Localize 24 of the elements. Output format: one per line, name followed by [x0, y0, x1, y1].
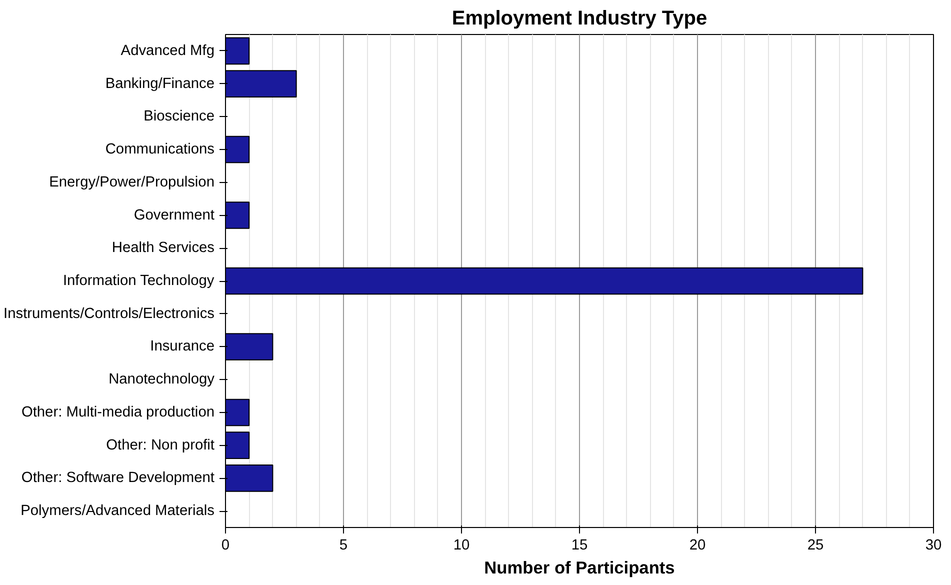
y-tick-label: Polymers/Advanced Materials [20, 503, 215, 520]
x-tick-label: 0 [221, 538, 230, 554]
chart-title: Employment Industry Type [452, 8, 708, 30]
y-tick-label: Advanced Mfg [120, 42, 215, 59]
x-tick-label: 5 [339, 538, 348, 554]
y-tick-label: Health Services [112, 240, 215, 256]
y-tick-label: Nanotechnology [108, 372, 216, 388]
y-tick-label: Communications [105, 142, 215, 158]
y-tick-label: Information Technology [62, 273, 215, 289]
y-tick-label: Instruments/Controls/Electronics [4, 306, 215, 322]
x-tick-label: 20 [689, 538, 706, 554]
x-tick-label: 25 [807, 538, 824, 554]
x-tick-label: 30 [925, 538, 942, 554]
x-tick-label: 10 [453, 538, 470, 554]
x-tick-label: 15 [571, 538, 588, 554]
y-tick-label: Insurance [150, 338, 215, 355]
y-tick-label: Other: Non profit [106, 437, 215, 454]
y-tick-label: Banking/Finance [105, 76, 215, 92]
y-tick-label: Bioscience [144, 108, 215, 125]
y-tick-label: Energy/Power/Propulsion [49, 174, 215, 190]
y-tick-label: Other: Software Development [21, 470, 215, 486]
y-tick-label: Government [134, 207, 215, 224]
y-tick-label: Other: Multi-media production [21, 404, 215, 420]
x-axis-title: Number of Participants [484, 558, 675, 578]
